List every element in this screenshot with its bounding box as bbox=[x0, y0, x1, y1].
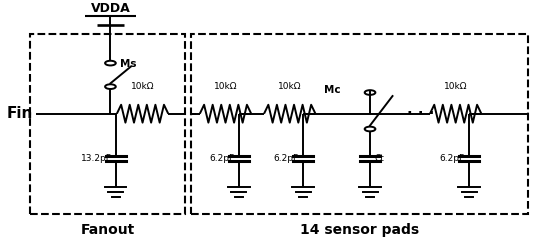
Text: Ct: Ct bbox=[375, 154, 384, 163]
Text: 10kΩ: 10kΩ bbox=[278, 82, 301, 91]
Bar bbox=[30, 34, 185, 214]
Text: Fanout: Fanout bbox=[81, 223, 135, 237]
Text: 6.2pF: 6.2pF bbox=[274, 154, 299, 163]
Text: 6.2pF: 6.2pF bbox=[440, 154, 465, 163]
Text: Fin: Fin bbox=[7, 106, 33, 121]
Text: 13.2pF: 13.2pF bbox=[81, 154, 112, 163]
Text: 6.2pF: 6.2pF bbox=[210, 154, 235, 163]
Text: · · ·: · · · bbox=[407, 106, 435, 121]
Text: Mc: Mc bbox=[324, 85, 340, 95]
Text: Ms: Ms bbox=[120, 59, 137, 69]
Text: 14 sensor pads: 14 sensor pads bbox=[300, 223, 419, 237]
Bar bbox=[191, 34, 528, 214]
Text: 10kΩ: 10kΩ bbox=[131, 82, 154, 91]
Text: 10kΩ: 10kΩ bbox=[214, 82, 237, 91]
Text: VDDA: VDDA bbox=[91, 2, 130, 15]
Text: 10kΩ: 10kΩ bbox=[444, 82, 467, 91]
